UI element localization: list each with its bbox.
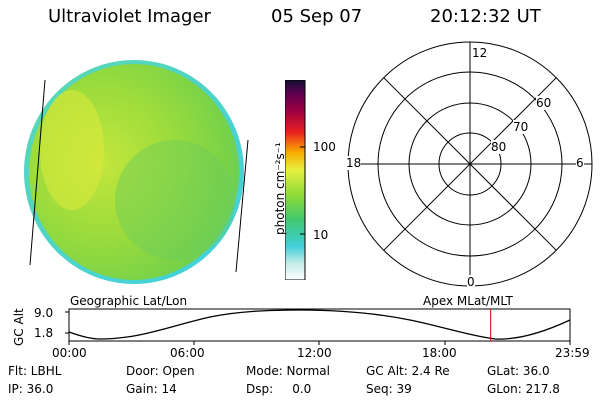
mlt-label-6: 6 [576, 156, 584, 170]
lon-line-left [29, 79, 46, 266]
earth-image [24, 60, 249, 284]
altitude-curve [68, 309, 571, 340]
lon-line-right [235, 139, 249, 273]
time-tick-0600: 06:00 [170, 346, 205, 360]
colorbar-unit-label: photon cm⁻²s⁻¹ [273, 142, 287, 235]
info-glat: GLat: 36.0 [487, 364, 550, 378]
time-label: 20:12:32 UT [430, 6, 541, 27]
lat-label-60: 60 [536, 96, 552, 110]
altitude-tick-hi: 9.0 [34, 306, 54, 320]
lat-label-70: 70 [513, 120, 529, 134]
mlt-label-18: 18 [346, 156, 362, 170]
info-seq: Seq: 39 [366, 382, 412, 396]
time-tick-2359: 23:59 [555, 346, 590, 360]
date-label: 05 Sep 07 [271, 6, 363, 27]
info-ip: IP: 36.0 [8, 382, 54, 396]
info-door: Door: Open [126, 364, 195, 378]
color-scale-bar [285, 80, 306, 280]
info-gain: Gain: 14 [126, 382, 177, 396]
mlt-label-0: 0 [467, 275, 475, 289]
info-mode: Mode: Normal [246, 364, 330, 378]
info-gc-alt: GC Alt: 2.4 Re [366, 364, 450, 378]
lat-label-80: 80 [491, 140, 507, 154]
polar-plot [347, 41, 593, 287]
time-tick-1200: 12:00 [297, 346, 332, 360]
apex-projection-label: Apex MLat/MLT [423, 294, 513, 308]
info-dsp: Dsp: 0.0 [246, 382, 312, 396]
altitude-tick-lo: 1.8 [34, 326, 54, 340]
instrument-title: Ultraviolet Imager [48, 6, 211, 27]
altitude-plot [65, 308, 571, 345]
geo-projection-label: Geographic Lat/Lon [70, 294, 188, 308]
info-flt: Flt: LBHL [8, 364, 62, 378]
colorbar-tick-100: 100 [313, 140, 336, 154]
mlt-label-12: 12 [472, 46, 488, 60]
colorbar-tick-10: 10 [313, 228, 329, 242]
info-glon: GLon: 217.8 [487, 382, 560, 396]
time-tick-0000: 00:00 [52, 346, 87, 360]
time-tick-1800: 18:00 [422, 346, 457, 360]
